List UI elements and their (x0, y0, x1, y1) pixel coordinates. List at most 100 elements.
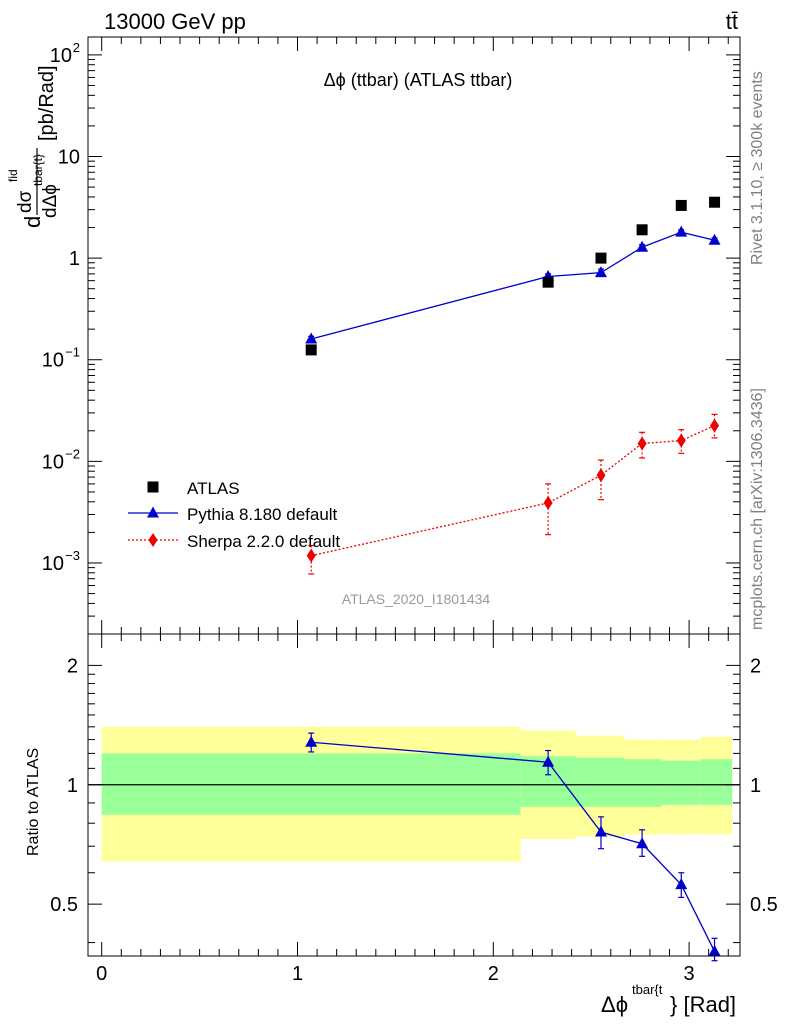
x-tick-labels: 0 1 2 3 (96, 963, 695, 985)
ratio-series-layer (305, 732, 721, 962)
sherpa-line (311, 424, 715, 557)
legend-entry: Sherpa 2.2.0 default (128, 532, 340, 551)
uncertainty-band-bin (575, 735, 625, 837)
atlas-point (595, 252, 607, 264)
inner-band (700, 759, 733, 805)
ratio-axis-ticks (88, 634, 740, 956)
ratio-y-tick-label-left: 2 (67, 655, 78, 677)
legend: ATLAS Pythia 8.180 default Sherpa 2.2.0 de… (128, 479, 340, 551)
mcplots-reference-label: mcplots.cern.ch [arXiv:1306.3436] (749, 388, 766, 630)
main-y-tick-base: 10 (50, 45, 72, 67)
series-pythia (305, 225, 721, 344)
ratio-pythia-point (305, 735, 318, 747)
main-y-tick-label: 10 2 (50, 40, 80, 67)
ratio-pythia-point (708, 944, 721, 956)
legend-marker (147, 506, 159, 518)
pythia-point (305, 332, 318, 344)
y-label-denominator: dΔϕ (40, 184, 61, 218)
inner-band (661, 760, 701, 805)
ratio-pythia-point (542, 755, 555, 767)
ratio-y-tick-label-left: 1 (67, 775, 78, 797)
legend-entry: Pythia 8.180 default (128, 505, 338, 524)
main-y-tick-label: 10 −2 (42, 446, 80, 473)
main-y-tick-exponent: −2 (65, 446, 80, 461)
x-tick-label: 2 (488, 963, 499, 985)
main-plot-frame (87, 36, 741, 635)
main-y-tick-label: 1 (69, 248, 80, 270)
atlas-point (636, 224, 648, 236)
ratio-plot-panel: 0.5 0.5 1 1 2 2 0 1 2 3 Ratio to ATLAS Δϕ tbar{t… (25, 633, 778, 1017)
x-axis-label: Δϕ tbar{t } [Rad] (601, 982, 736, 1017)
energy-label: 13000 GeV pp (104, 9, 246, 34)
main-y-tick-label: 10 −3 (42, 548, 80, 575)
main-y-tick-base: 10 (42, 350, 64, 372)
legend-marker (147, 481, 159, 493)
y-label-unit: [pb/Rad] (36, 65, 58, 141)
main-y-tick-base: 10 (42, 451, 64, 473)
legend-label: Sherpa 2.2.0 default (187, 532, 340, 551)
pythia-point (594, 266, 607, 278)
x-label-symbol: Δϕ (601, 992, 628, 1017)
main-y-tick-exponent: −1 (65, 345, 80, 360)
main-y-tick-base: 10 (42, 553, 64, 575)
main-y-tick-exponent: −3 (65, 548, 80, 563)
series-atlas (305, 196, 721, 356)
uncertainty-band-bin (624, 739, 662, 835)
legend-label: ATLAS (187, 479, 240, 498)
pythia-point (708, 233, 721, 245)
sherpa-point (676, 433, 686, 448)
rivet-version-label: Rivet 3.1.10, ≥ 300k events (749, 71, 766, 265)
atlas-point (305, 344, 317, 356)
ratio-y-tick-label-right: 1 (750, 775, 761, 797)
x-tick-label: 1 (292, 963, 303, 985)
sherpa-point (306, 548, 316, 563)
ratio-y-tick-label-left: 0.5 (50, 894, 78, 916)
ratio-plot-frame (87, 633, 741, 957)
legend-marker (148, 533, 158, 547)
uncertainty-band-bin (661, 739, 701, 835)
analysis-watermark: ATLAS_2020_I1801434 (342, 591, 491, 607)
uncertainty-band-bin (700, 736, 733, 835)
main-y-tick-text: 10 (58, 147, 80, 169)
main-y-tick-text: 1 (69, 248, 80, 270)
process-label: tt̄ (726, 9, 738, 34)
ratio-y-tick-label-right: 2 (750, 655, 761, 677)
sherpa-error-bar (678, 429, 685, 454)
ratio-y-axis-label: Ratio to ATLAS (25, 748, 42, 856)
ratio-pythia-point (594, 825, 607, 837)
inner-band (575, 757, 625, 807)
ratio-uncertainty-bands (101, 726, 733, 862)
main-y-tick-label: 10 −1 (42, 345, 80, 372)
y-label-numerator: dσ (15, 190, 36, 213)
main-plot-title: Δϕ (ttbar) (ATLAS ttbar) (324, 70, 513, 90)
ratio-series-pythia (305, 732, 721, 962)
x-tick-label: 0 (96, 963, 107, 985)
main-axis-ticks (88, 37, 740, 635)
y-label-denominator-sup: tbar{t} (31, 154, 45, 186)
main-y-tick-exponent: 2 (73, 40, 80, 55)
pythia-line (311, 231, 715, 340)
sherpa-error-bar (597, 459, 604, 501)
pythia-point (636, 240, 649, 252)
inner-band (101, 753, 521, 815)
legend-entry: ATLAS (147, 479, 240, 498)
series-sherpa (306, 413, 720, 575)
y-label-numerator-sup: fid (6, 169, 20, 182)
inner-band (624, 759, 662, 807)
x-label-rest: } [Rad] (670, 992, 736, 1017)
legend-label: Pythia 8.180 default (187, 505, 338, 524)
uncertainty-band-bin (101, 726, 521, 862)
main-series-layer (305, 196, 721, 575)
ratio-y-tick-labels: 0.5 0.5 1 1 2 2 (50, 655, 778, 916)
pythia-point (675, 225, 688, 237)
ratio-pythia-point (636, 837, 649, 849)
sherpa-error-bar (711, 413, 718, 439)
sherpa-point (543, 495, 553, 510)
main-y-tick-label: 10 (58, 147, 80, 169)
x-label-sup: tbar{t (632, 982, 663, 997)
sherpa-point (637, 436, 647, 451)
x-tick-label: 3 (684, 963, 695, 985)
